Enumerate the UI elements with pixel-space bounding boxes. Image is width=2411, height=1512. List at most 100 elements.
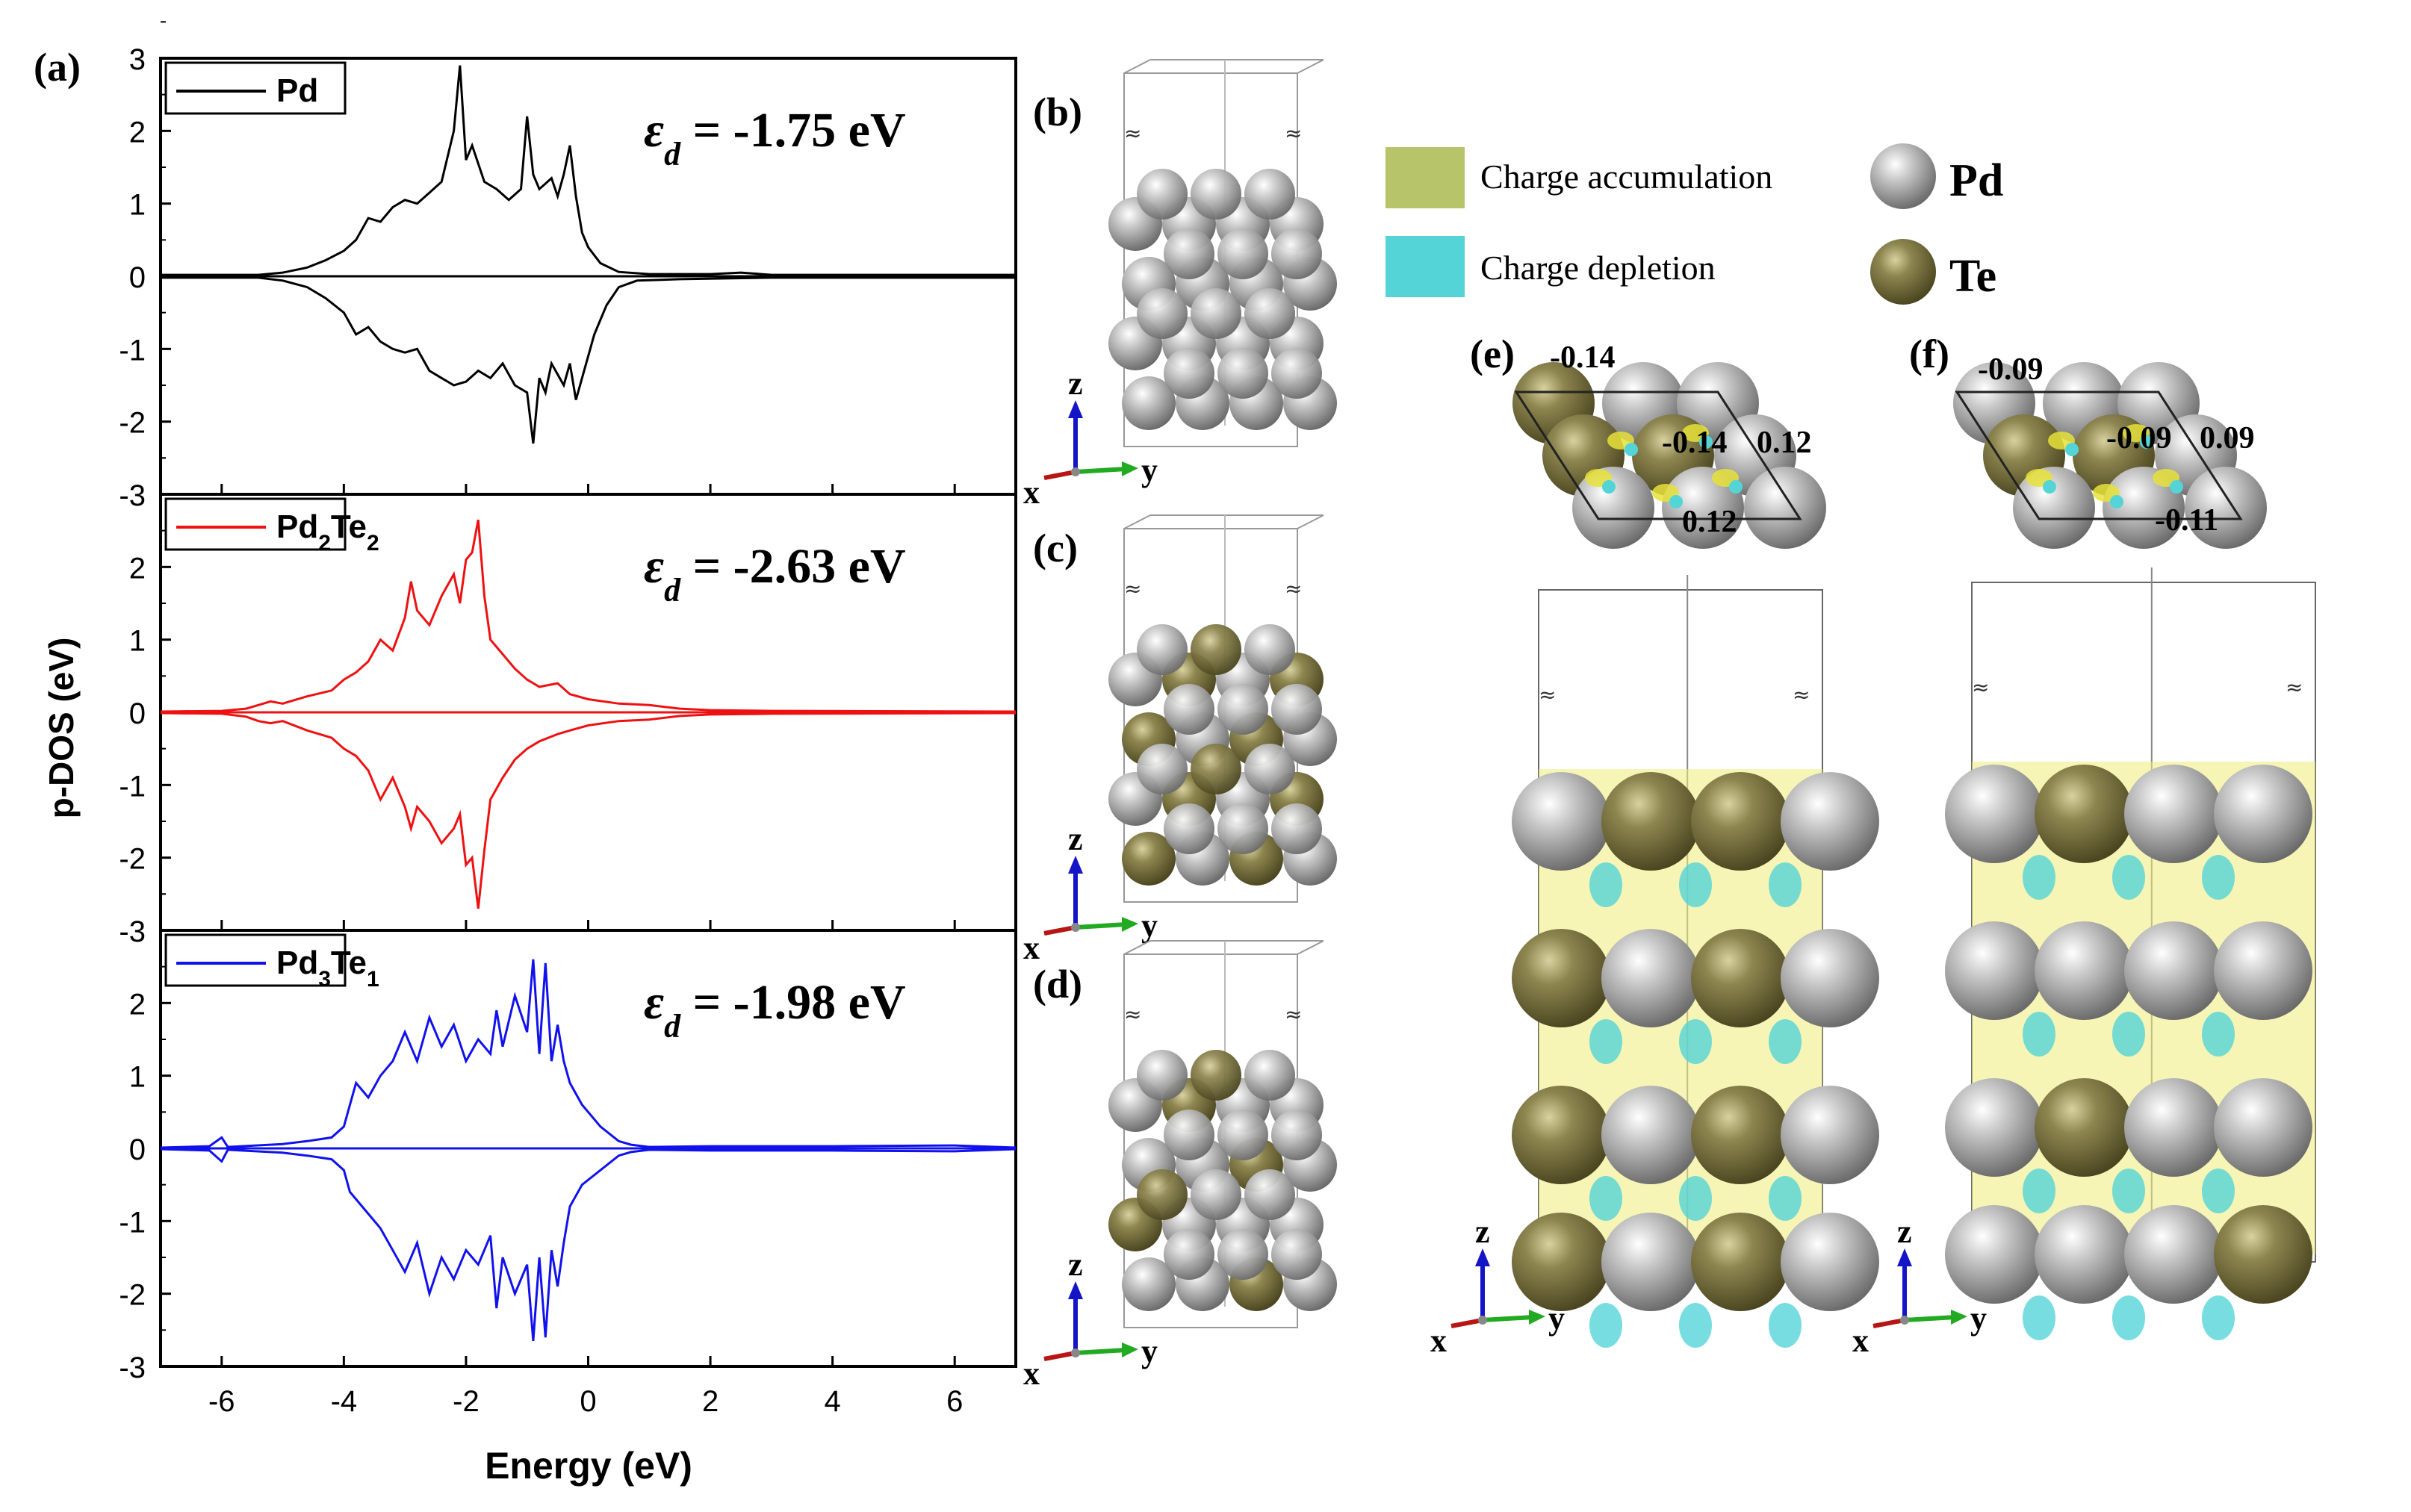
z-axis-head — [1475, 1248, 1490, 1266]
y-axis-label: y — [1141, 1333, 1158, 1369]
unit-cell-edge — [1123, 59, 1151, 74]
spin-up-series — [160, 959, 1017, 1149]
break-mark-icon: ≈ — [1124, 576, 1141, 601]
y-axis-arrow — [1482, 1315, 1534, 1322]
te-atom — [2035, 1078, 2133, 1177]
pd-atom — [2214, 765, 2312, 863]
charge-depletion-region — [2112, 855, 2145, 900]
slab-structure-pd: ≈ ≈ z y x — [1023, 59, 1337, 511]
charge-depletion-region — [2043, 480, 2056, 494]
te-atom — [1122, 832, 1176, 886]
pd-atom — [1244, 288, 1295, 339]
charge-depletion-label: Charge depletion — [1480, 249, 1716, 287]
bader-charge-e-center: -0.14 — [1662, 426, 1728, 460]
top-view-pd2te2 — [1512, 362, 1826, 549]
y-tick-label: -2 — [119, 843, 146, 876]
y-axis-label: y — [1141, 907, 1158, 944]
pd-atom — [1217, 684, 1268, 735]
charge-depletion-region — [2202, 855, 2235, 900]
y-tick-label: 2 — [129, 552, 146, 585]
d-band-center-annotation: εd = -1.98 eV — [644, 975, 906, 1045]
pd-atom — [1164, 348, 1214, 399]
y-tick-label: 1 — [129, 189, 146, 222]
unit-cell-edge — [1297, 514, 1324, 529]
pd-atom — [1244, 624, 1295, 675]
pd-atom — [2124, 1078, 2223, 1177]
x-axis-label: Energy (eV) — [485, 1445, 692, 1487]
spin-up-series — [160, 519, 1017, 713]
te-atom — [1512, 929, 1610, 1027]
bader-charge-f-top-left: -0.09 — [1978, 352, 2044, 387]
break-mark-icon: ≈ — [1285, 121, 1302, 146]
coordinate-axes: z y x — [1852, 1213, 1987, 1359]
pd-atom — [1217, 1229, 1268, 1280]
pd-atom — [1164, 803, 1214, 854]
y-axis-head — [1529, 1310, 1545, 1325]
break-mark-icon: ≈ — [1124, 1002, 1141, 1027]
pd-atom — [1662, 467, 1744, 549]
z-axis-label: z — [1475, 1213, 1490, 1250]
pd-atom — [1191, 1169, 1241, 1220]
panel-label-f: (f) — [1909, 332, 1949, 376]
y-tick-label: 2 — [129, 988, 146, 1021]
charge-depletion-region — [1769, 862, 1802, 907]
y-axis-arrow — [1075, 467, 1127, 474]
x-tick-label: 0 — [580, 1385, 596, 1418]
pd-atom — [1945, 921, 2044, 1020]
pd-atom — [1137, 1050, 1188, 1101]
y-tick-label: -2 — [119, 407, 146, 440]
y-tick-label: -1 — [119, 334, 146, 367]
te-atom-swatch — [1870, 239, 1936, 305]
y-axis-arrow — [1075, 1348, 1127, 1355]
panel-label-c: (c) — [1033, 526, 1078, 570]
x-axis-label: x — [1852, 1322, 1869, 1359]
legend: Pd3Te1 — [164, 933, 379, 992]
z-axis-label: z — [1068, 365, 1083, 402]
pd-atom — [2035, 1205, 2133, 1304]
y-tick-label: 3 — [129, 43, 146, 76]
te-atom — [2214, 1205, 2312, 1304]
pd-atom — [2103, 467, 2185, 549]
spin-up-series — [161, 65, 1016, 276]
charge-depletion-region — [2140, 435, 2153, 449]
axis-origin — [1478, 1316, 1487, 1325]
break-mark-icon: ≈ — [1285, 576, 1302, 601]
bader-charge-f-right: 0.09 — [2200, 421, 2255, 455]
pd-atom — [1191, 169, 1241, 220]
z-axis-head — [1897, 1248, 1912, 1266]
charge-depletion-region — [2202, 1169, 2235, 1213]
pd-atom — [2185, 467, 2267, 549]
spin-down-series — [160, 1148, 1017, 1342]
charge-depletion-region — [1602, 480, 1616, 494]
charge-accumulation-swatch — [1386, 147, 1465, 208]
y-tick-label: 0 — [129, 261, 146, 294]
pd-atom — [1164, 684, 1214, 735]
axis-origin — [1071, 1348, 1080, 1357]
y-axis-arrow — [1904, 1315, 1956, 1322]
pd-atom — [2013, 467, 2095, 549]
pd-atom — [1217, 228, 1268, 279]
charge-depletion-region — [1589, 1303, 1622, 1348]
charge-depletion-region — [2023, 855, 2055, 900]
coordinate-axes: z y x — [1023, 365, 1158, 511]
pd-atom — [1781, 929, 1879, 1027]
spin-down-series — [161, 276, 1016, 444]
y-axis-head — [1122, 1343, 1138, 1357]
charge-depletion-region — [2112, 1012, 2145, 1057]
pd-atom — [1271, 1229, 1322, 1280]
te-atom — [1691, 1086, 1790, 1184]
axis-origin — [1071, 467, 1080, 476]
pd-atom — [1122, 376, 1176, 430]
charge-depletion-region — [2202, 1012, 2235, 1057]
charge-accumulation-label: Charge accumulation — [1480, 158, 1772, 196]
pd-atom — [2124, 921, 2223, 1020]
charge-depletion-region — [1679, 1176, 1712, 1221]
unit-cell-edge — [1123, 940, 1151, 955]
te-atom-label: Te — [1949, 251, 1996, 302]
pd-atom — [1244, 1169, 1295, 1220]
pd-atom — [1781, 1086, 1879, 1184]
pd-atom — [1244, 1050, 1295, 1101]
bader-charge-f-bottom: -0.11 — [2155, 503, 2218, 538]
slab-structure-pd2te2: ≈ ≈ z y x — [1023, 514, 1337, 966]
te-atom — [1601, 772, 1700, 871]
